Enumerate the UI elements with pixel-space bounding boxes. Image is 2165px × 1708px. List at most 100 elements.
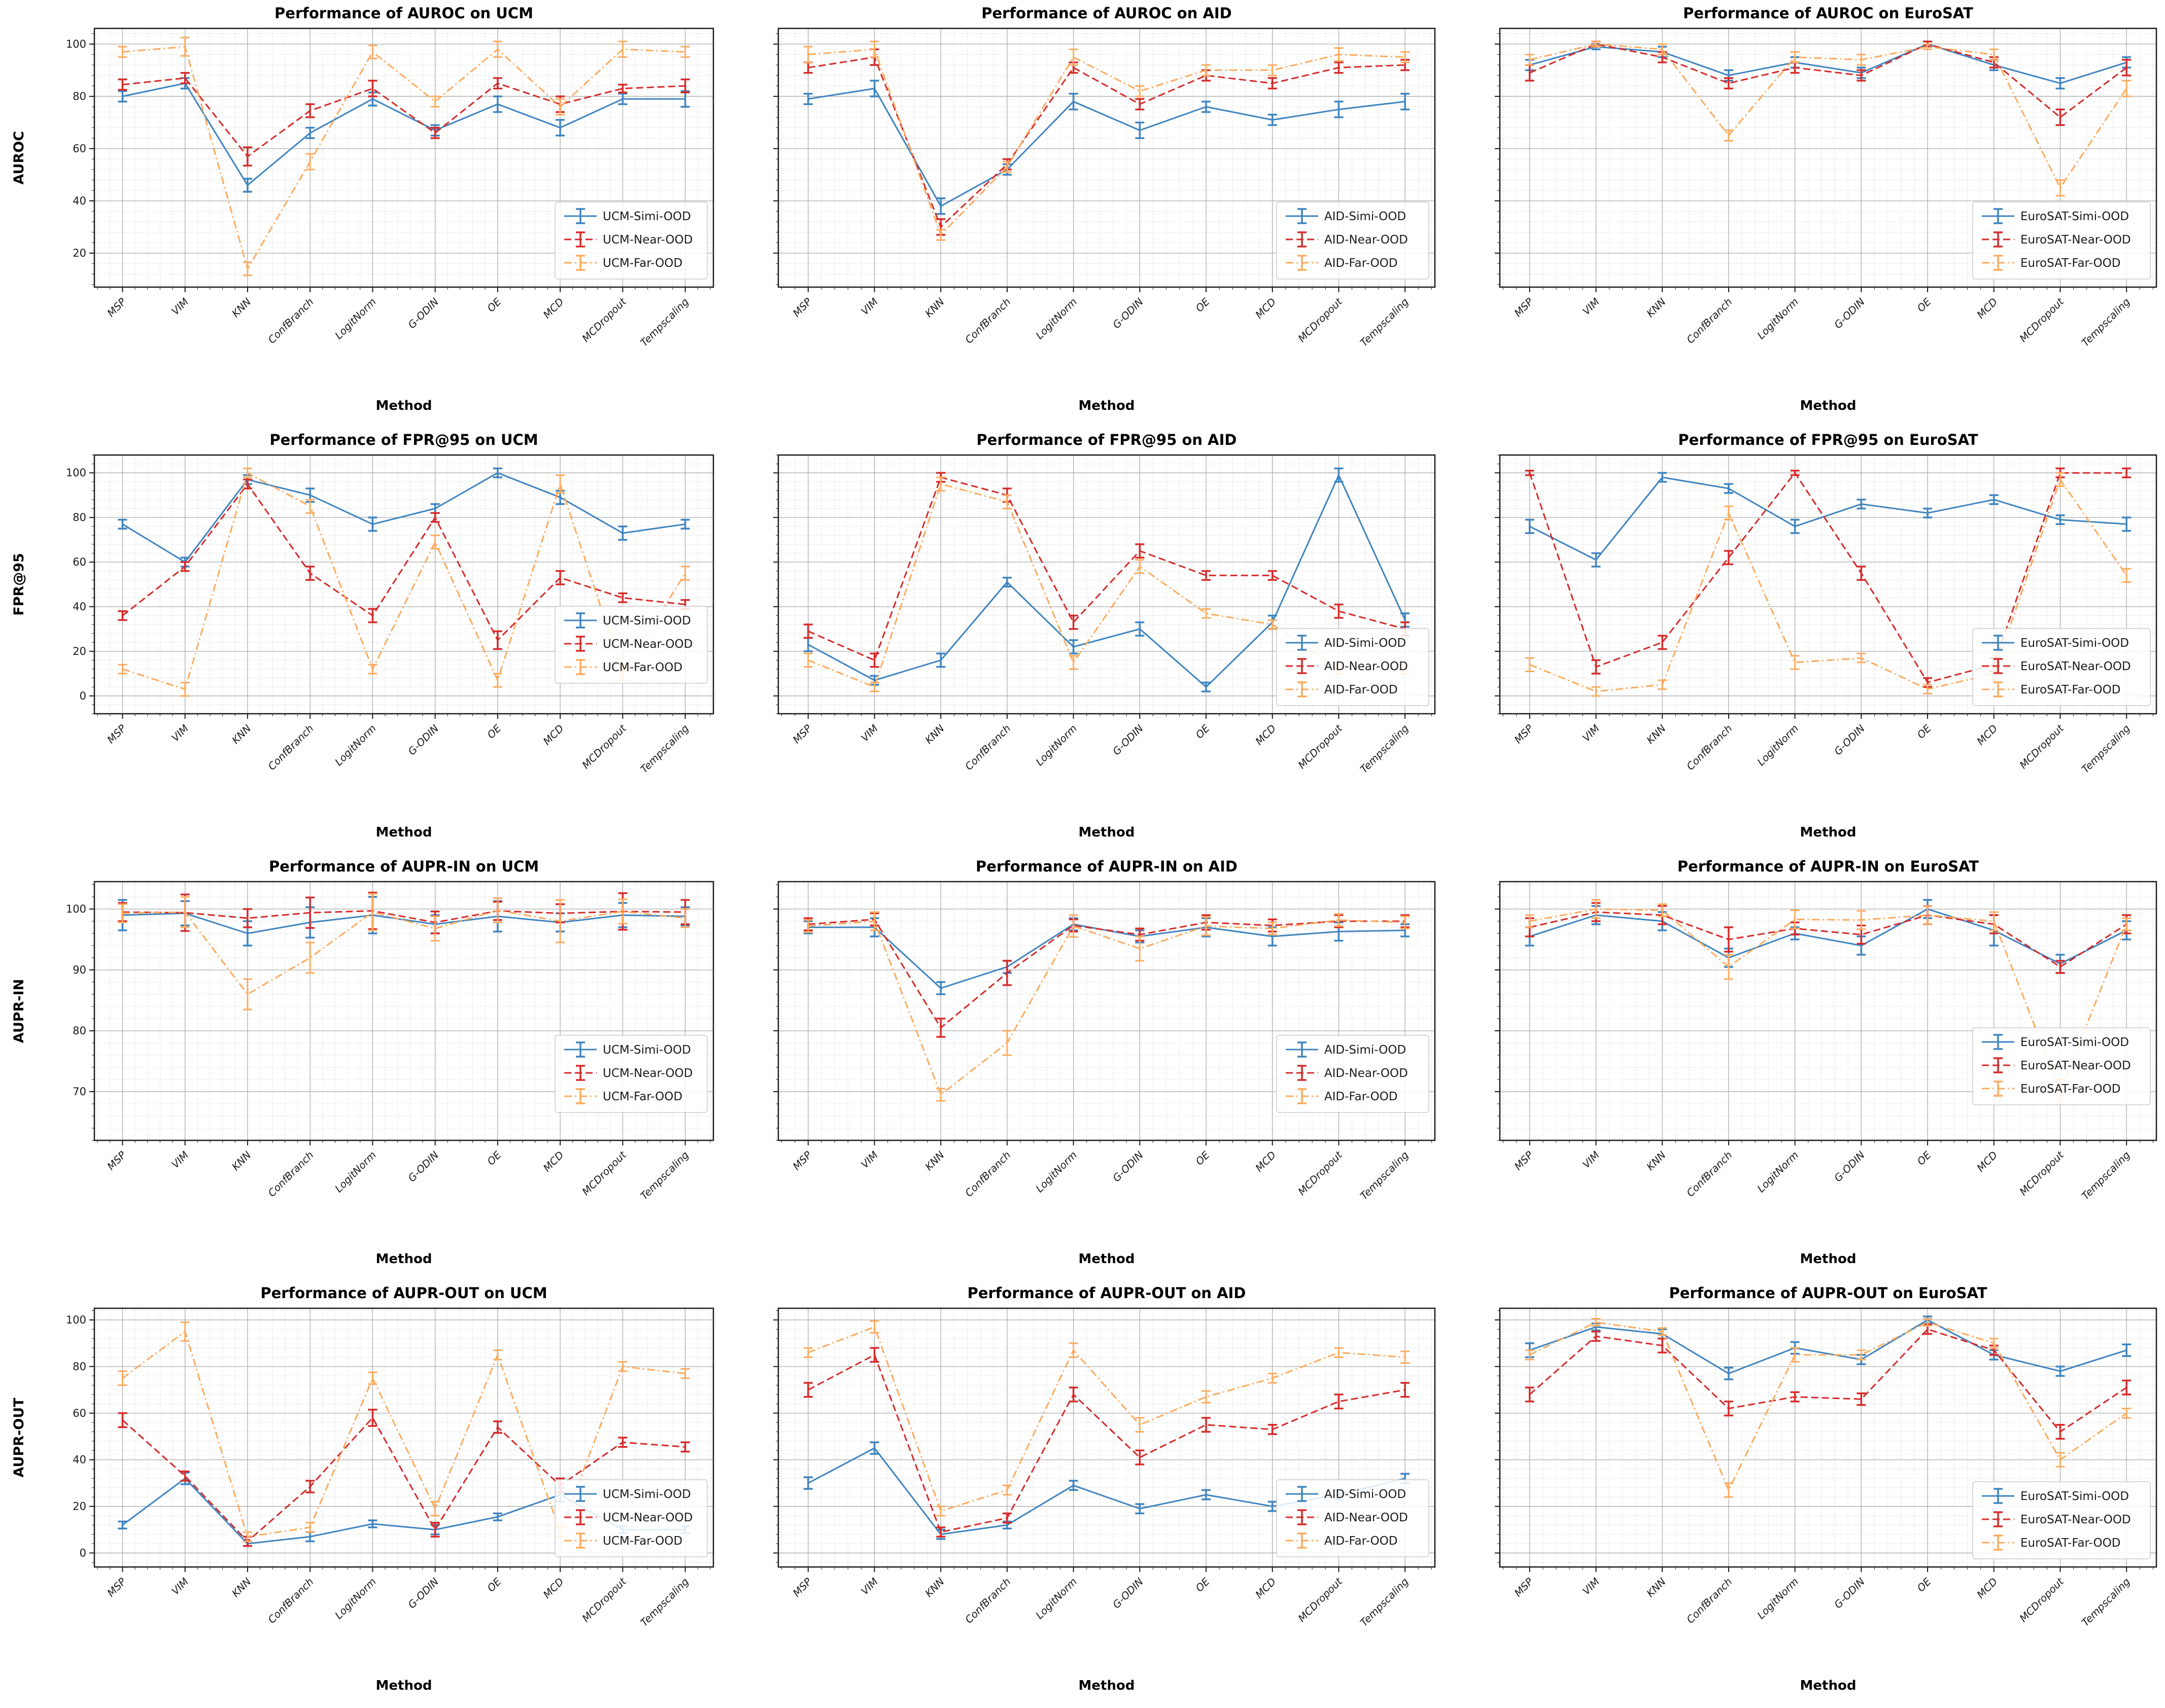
axis-ticks: [89, 884, 711, 1145]
errorbar: [556, 119, 565, 136]
errorbar: [493, 897, 502, 923]
errorbar: [2055, 179, 2065, 197]
errorbar: [1201, 64, 1211, 77]
legend-label: EuroSAT-Near-OOD: [2020, 660, 2131, 673]
series-AID-Far-OOD: [803, 1320, 1410, 1517]
chart-title: Performance of AUPR-IN on UCM: [269, 858, 539, 875]
legend-label: UCM-Near-OOD: [603, 638, 693, 651]
errorbar: [243, 1531, 252, 1542]
plot-border: [93, 27, 714, 288]
errorbar: [1989, 48, 1999, 61]
errorbar: [1201, 681, 1211, 692]
errorbar: [1857, 499, 1866, 510]
chart-svg-fpr95-eurosat: Performance of FPR@95 on EuroSAT MSP VIM KN…: [1495, 431, 2157, 840]
errorbar: [1525, 1386, 1534, 1403]
legend-label: AID-Far-OOD: [1324, 683, 1398, 696]
errorbar: [1334, 467, 1344, 483]
errorbar: [618, 1437, 628, 1448]
x-tick-label: MCD: [541, 1576, 566, 1601]
legend-glyph-near: [1982, 1511, 2014, 1527]
chart-fpr95-aid: Performance of FPR@95 on AID MSP VIM KNN Con…: [721, 427, 1443, 853]
errorbar: [2055, 1452, 2065, 1468]
errorbar: [803, 919, 813, 933]
errorbar: [1923, 507, 1933, 518]
x-tick-label: G-ODIN: [1110, 1576, 1146, 1611]
errorbar: [1591, 899, 1601, 919]
errorbar: [1857, 54, 1866, 66]
x-tick-label: KNN: [1644, 1149, 1668, 1173]
x-tick-label: MCDropout: [1295, 1575, 1345, 1624]
errorbar: [1857, 69, 1866, 82]
legend-glyph-far: [1982, 681, 2014, 698]
legend-glyph-far: [564, 1088, 597, 1104]
legend-glyph-far: [1286, 1088, 1318, 1104]
legend: EuroSAT-Simi-OOD EuroSAT-Near-OOD EuroSAT-…: [1972, 628, 2151, 706]
legend-label: EuroSAT-Simi-OOD: [2020, 210, 2129, 223]
axis-ticks: [89, 1310, 711, 1572]
legend-label: EuroSAT-Simi-OOD: [2020, 1036, 2129, 1049]
errorbar: [870, 1347, 879, 1363]
y-axis-label: AUPR-OUT: [11, 1398, 27, 1478]
errorbar: [180, 561, 190, 572]
x-tick-label: MSP: [105, 1575, 128, 1599]
errorbar: [2055, 514, 2065, 526]
errorbar: [1069, 93, 1078, 111]
errorbar: [1724, 954, 1733, 980]
errorbar: [1201, 1390, 1211, 1404]
errorbar: [618, 93, 628, 106]
legend: AID-Simi-OOD AID-Near-OOD AID-Far-OOD: [1276, 201, 1429, 280]
legend-glyph-far: [1286, 1532, 1318, 1549]
x-tick-label: OE: [1193, 722, 1212, 741]
errorbar: [2055, 1366, 2065, 1377]
series-line: [122, 77, 685, 158]
series-line: [1529, 908, 2127, 965]
errorbar: [1658, 635, 1667, 650]
x-tick-label: MSP: [105, 295, 128, 319]
x-tick-label: MSP: [791, 722, 814, 746]
errorbar: [803, 93, 813, 106]
legend-glyph-near: [1286, 1065, 1318, 1081]
errorbar: [118, 610, 127, 621]
legend-label: UCM-Far-OOD: [603, 1535, 682, 1548]
legend-glyph-simi: [1286, 1041, 1318, 1058]
errorbar: [1923, 1318, 1933, 1327]
legend-label: EuroSAT-Near-OOD: [2020, 233, 2131, 247]
legend-glyph-simi: [564, 1041, 597, 1058]
chart-title: Performance of FPR@95 on AID: [977, 431, 1237, 448]
legend-box: [1276, 201, 1429, 280]
series-line: [808, 56, 1405, 229]
errorbar: [430, 1521, 440, 1538]
errorbar: [243, 978, 252, 1010]
x-tick-label: KNN: [1644, 296, 1668, 320]
errorbar: [493, 95, 502, 113]
x-tick-label: KNN: [229, 1149, 253, 1173]
errorbar: [1135, 1417, 1145, 1433]
legend-label: AID-Near-OOD: [1324, 660, 1408, 673]
legend-glyph-far: [1286, 681, 1318, 698]
x-tick-label: Tempscaling: [1358, 722, 1411, 776]
x-tick-label: MSP: [1512, 295, 1536, 319]
errorbar: [1267, 1373, 1277, 1384]
x-tick-label: LogitNorm: [1033, 1149, 1079, 1195]
errorbar: [556, 474, 565, 494]
errorbar: [1002, 577, 1012, 588]
errorbar: [1790, 909, 1800, 929]
y-axis-label: AUPR-IN: [11, 979, 27, 1043]
series-line: [122, 46, 685, 271]
x-tick-label: Tempscaling: [638, 1576, 691, 1629]
errorbar: [2122, 568, 2132, 583]
errorbar: [936, 1526, 946, 1538]
errorbar: [803, 1347, 813, 1358]
legend-box: [1276, 1479, 1429, 1557]
legend: UCM-Simi-OOD UCM-Near-OOD UCM-Far-OOD: [555, 606, 708, 684]
series-line: [1529, 908, 2127, 1094]
legend-glyph-far: [564, 659, 597, 675]
legend-glyph-simi: [1286, 1486, 1318, 1502]
x-tick-label: LogitNorm: [332, 296, 379, 342]
chart-svg-auprin-aid: Performance of AUPR-IN on AID MSP VIM KNN Co…: [773, 858, 1436, 1267]
errorbar: [2055, 1423, 2065, 1440]
x-tick-label: MSP: [1512, 1575, 1536, 1599]
errorbar: [305, 499, 315, 514]
x-tick-label: Tempscaling: [2079, 722, 2133, 776]
x-tick-label: LogitNorm: [1755, 296, 1801, 342]
